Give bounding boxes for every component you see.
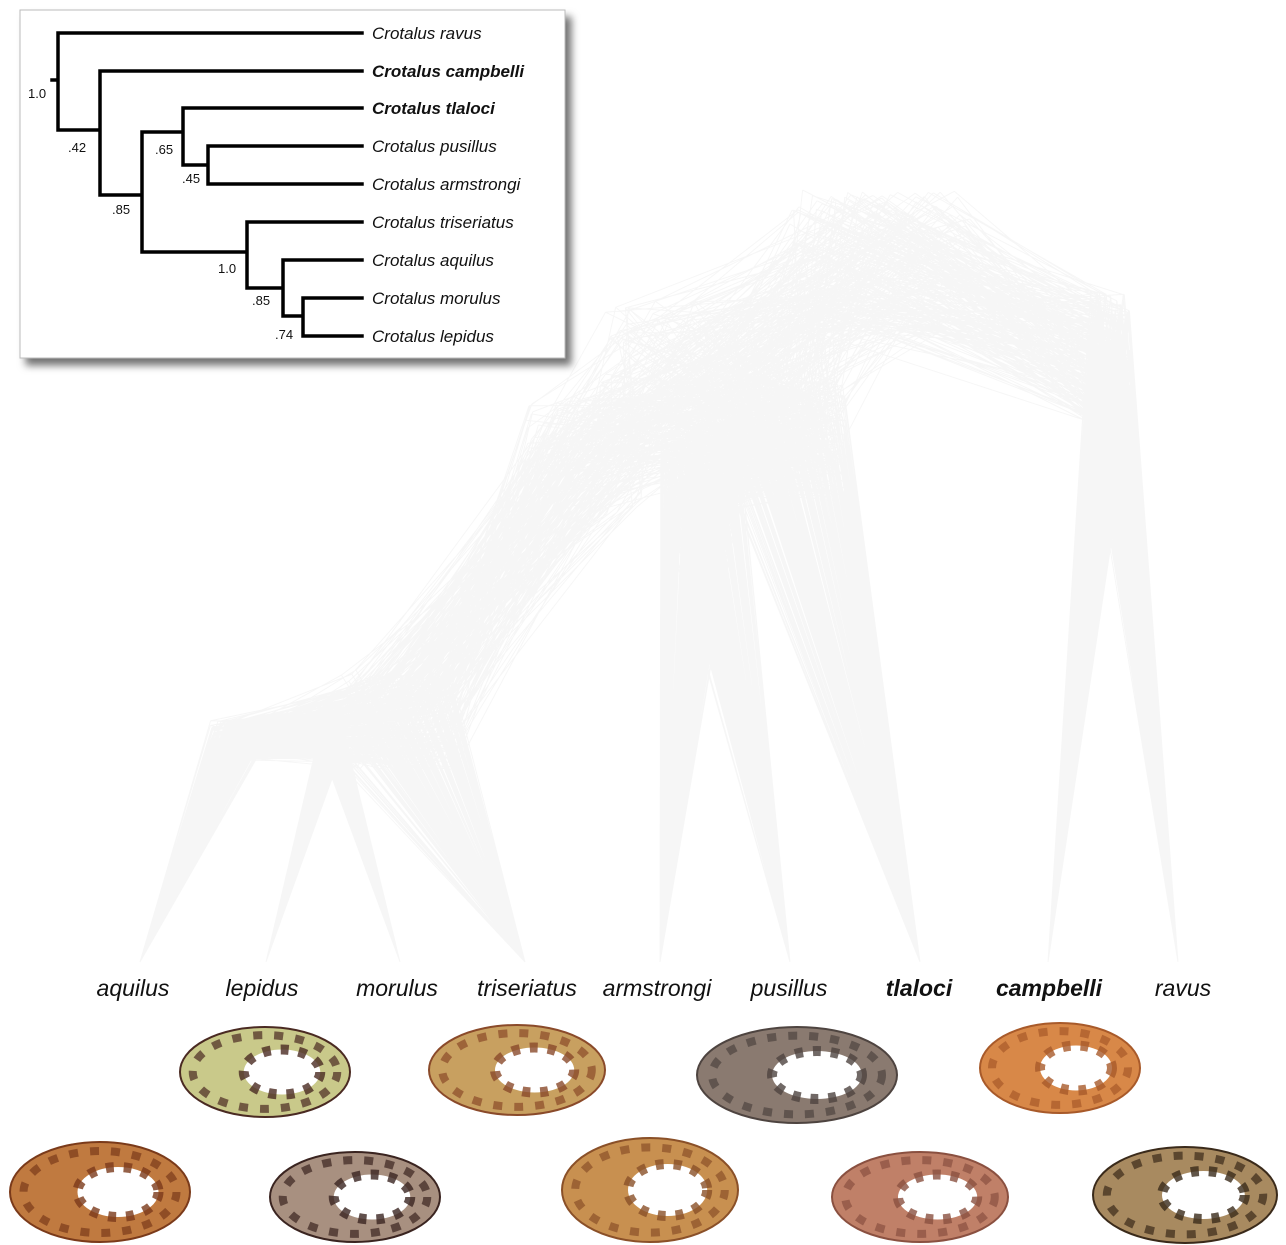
support-value: .65 (155, 142, 173, 157)
taxon-labels: aquilus lepidus morulus triseriatus arms… (97, 975, 1212, 1001)
snake-photo (980, 1023, 1140, 1113)
snake-photo (1093, 1147, 1277, 1243)
taxon-label: ravus (1155, 975, 1212, 1001)
support-value: .42 (68, 140, 86, 155)
snake-photo (180, 1027, 350, 1117)
snake-photo (832, 1152, 1008, 1242)
snake-coil (495, 1048, 574, 1093)
taxon-label: campbelli (996, 975, 1103, 1001)
snake-coil (772, 1051, 862, 1099)
tip-label: Crotalus morulus (372, 289, 501, 308)
taxon-label: lepidus (226, 975, 299, 1001)
taxon-label: aquilus (97, 975, 170, 1001)
tip-label: Crotalus tlaloci (372, 99, 496, 118)
tip-label: Crotalus ravus (372, 24, 482, 43)
taxon-label: triseriatus (477, 975, 577, 1001)
snake-photo (10, 1142, 190, 1242)
tip-label: Crotalus triseriatus (372, 213, 514, 232)
support-value: 1.0 (28, 86, 46, 101)
tip-label: Crotalus lepidus (372, 327, 494, 346)
support-value: .45 (182, 171, 200, 186)
taxon-label: tlaloci (886, 975, 953, 1001)
tip-label: Crotalus armstrongi (372, 175, 522, 194)
support-value: 1.0 (218, 261, 236, 276)
snake-photo (429, 1025, 605, 1115)
snake-photo (270, 1152, 440, 1242)
tip-label: Crotalus aquilus (372, 251, 494, 270)
figure: Crotalus ravus Crotalus campbelli Crotal… (0, 0, 1286, 1245)
page: {"inset_tree":{"tips":["Crotalus ravus",… (0, 0, 1286, 1245)
tip-label: Crotalus pusillus (372, 137, 497, 156)
support-value: .74 (275, 327, 293, 342)
snake-photos (10, 1023, 1277, 1243)
support-value: .85 (112, 202, 130, 217)
inset-tree: Crotalus ravus Crotalus campbelli Crotal… (20, 10, 565, 358)
snake-coil (628, 1164, 707, 1216)
snake-coil (1162, 1171, 1245, 1219)
snake-coil (898, 1175, 977, 1220)
taxon-label: pusillus (750, 975, 828, 1001)
snake-coil (244, 1050, 321, 1095)
snake-coil (334, 1175, 411, 1220)
taxon-label: morulus (356, 975, 438, 1001)
snake-coil (1040, 1046, 1112, 1091)
snake-photo (697, 1027, 897, 1123)
tip-label: Crotalus campbelli (372, 62, 525, 81)
support-value: .85 (252, 293, 270, 308)
snake-coil (78, 1167, 159, 1217)
taxon-label: armstrongi (603, 975, 713, 1001)
snake-photo (562, 1138, 738, 1242)
